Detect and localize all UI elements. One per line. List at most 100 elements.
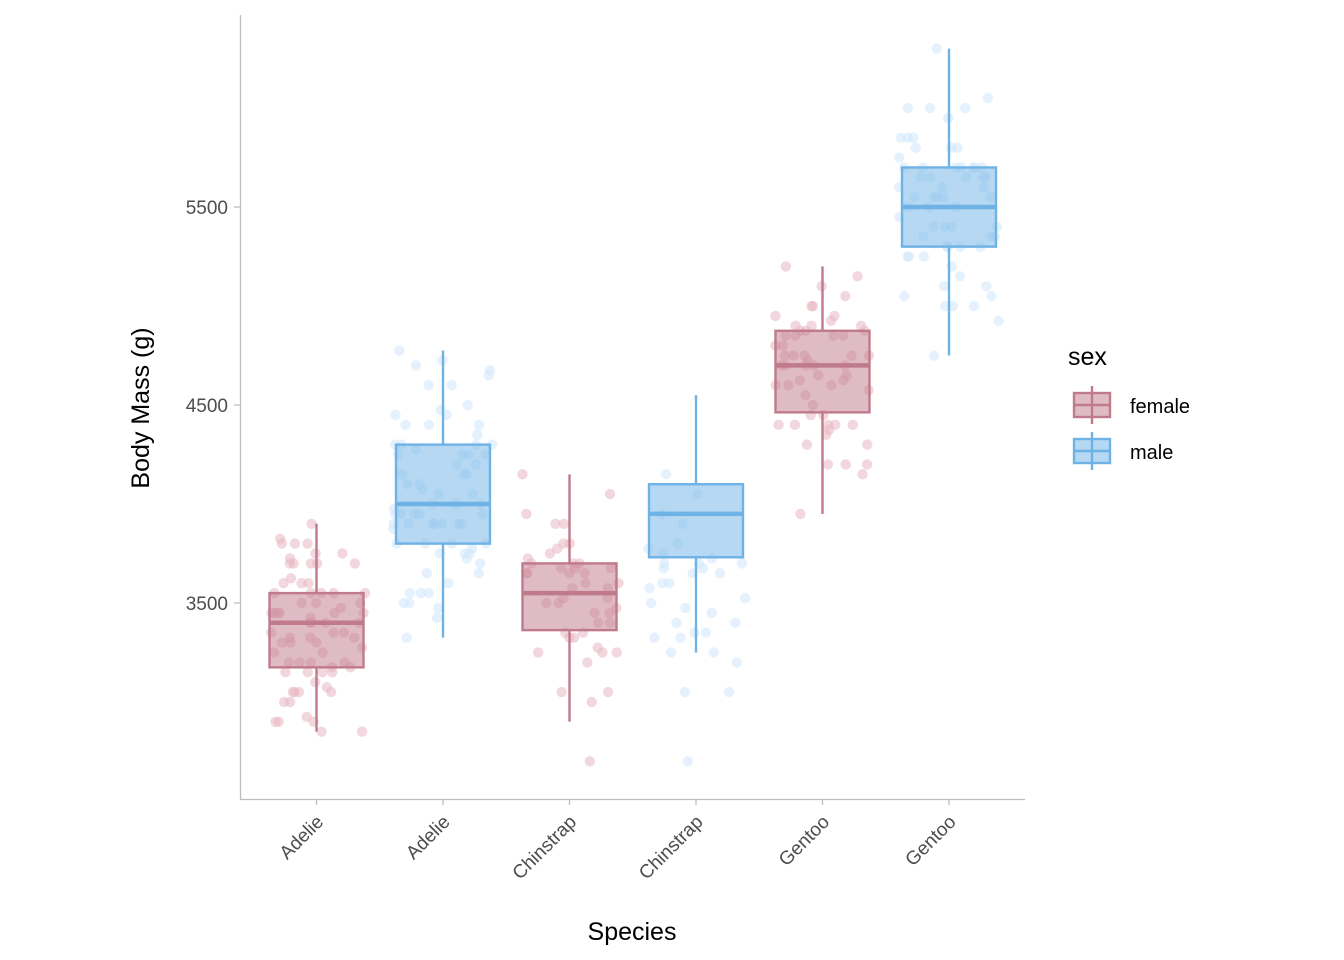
data-point — [899, 290, 910, 302]
data-point — [924, 102, 936, 114]
data-point — [665, 647, 677, 658]
data-point — [356, 726, 368, 737]
data-point — [986, 290, 997, 302]
data-point — [824, 424, 835, 435]
data-point — [274, 533, 286, 544]
data-point — [658, 563, 670, 574]
data-point — [644, 582, 655, 594]
y-tick-label: 5500 — [186, 198, 228, 219]
data-point — [310, 676, 321, 688]
x-tick-label: Chinstrap — [509, 812, 581, 884]
box-chinstrap-male — [647, 395, 745, 653]
data-point — [462, 399, 473, 411]
data-point — [582, 657, 593, 668]
data-point — [981, 281, 992, 292]
data-point — [337, 548, 348, 559]
data-point — [682, 756, 693, 767]
data-point — [801, 439, 813, 450]
data-point — [296, 578, 307, 589]
data-point — [852, 271, 863, 282]
data-point — [928, 350, 940, 361]
box-chinstrap-female — [521, 474, 618, 722]
data-point — [423, 419, 435, 431]
data-point — [902, 102, 914, 114]
data-point — [289, 538, 301, 549]
data-point — [592, 642, 603, 653]
data-point — [302, 667, 313, 678]
data-point — [401, 632, 412, 643]
data-point — [861, 459, 873, 470]
box-iqr — [394, 443, 492, 545]
data-point — [349, 558, 361, 569]
data-point — [660, 469, 672, 480]
data-point — [894, 152, 905, 163]
data-point — [415, 587, 427, 599]
data-point — [706, 607, 717, 619]
data-point — [473, 419, 485, 431]
data-point — [475, 558, 486, 569]
x-tick-label: Gentoo — [775, 812, 834, 871]
data-point — [584, 756, 595, 767]
data-point — [280, 667, 291, 678]
data-point — [400, 419, 411, 431]
data-point — [611, 647, 622, 658]
data-point — [423, 587, 434, 599]
data-point — [443, 578, 454, 589]
data-point — [305, 558, 317, 569]
data-point — [586, 696, 597, 708]
data-point — [689, 627, 700, 638]
data-point — [952, 142, 963, 153]
y-tick-label: 4500 — [186, 396, 228, 417]
data-point — [789, 419, 801, 431]
data-point — [284, 696, 296, 708]
data-point — [657, 578, 668, 589]
data-point — [288, 558, 299, 569]
data-point — [301, 711, 312, 723]
data-point — [671, 617, 682, 628]
data-point — [736, 558, 748, 569]
data-point — [982, 92, 994, 104]
data-point — [550, 518, 561, 530]
data-point — [568, 632, 580, 643]
box-iqr — [774, 329, 871, 414]
data-point — [895, 132, 907, 143]
x-ticks: Adelie Adelie Chinstrap Chinstrap Gentoo Gent… — [276, 799, 961, 884]
data-point — [316, 726, 327, 737]
data-point — [700, 627, 712, 638]
y-axis-title: Body Mass (g) — [127, 327, 155, 488]
x-tick-label: Adelie — [402, 812, 454, 864]
data-point — [840, 459, 851, 470]
legend-label-female: female — [1130, 396, 1190, 418]
data-point — [398, 597, 410, 609]
data-point — [532, 647, 544, 658]
data-point — [435, 404, 447, 416]
data-point — [730, 617, 741, 628]
data-point — [649, 632, 660, 643]
data-point — [708, 647, 719, 658]
data-point — [302, 538, 313, 549]
data-point — [918, 251, 929, 262]
data-point — [954, 271, 966, 282]
legend: sex female male — [1068, 343, 1190, 470]
data-point — [947, 300, 959, 312]
data-point — [675, 632, 686, 643]
data-point — [697, 563, 709, 574]
data-point — [473, 568, 485, 579]
data-point — [770, 310, 781, 322]
data-point — [483, 370, 494, 381]
data-point — [472, 429, 483, 440]
data-point — [910, 142, 921, 153]
y-ticks: 3500 4500 5500 — [186, 198, 240, 615]
data-point — [806, 300, 817, 312]
data-point — [556, 686, 567, 698]
data-point — [645, 597, 657, 609]
data-point — [780, 261, 792, 272]
x-tick-label: Chinstrap — [635, 812, 707, 884]
data-point — [404, 587, 416, 599]
data-point — [466, 543, 478, 554]
data-point — [903, 251, 915, 262]
box-gentoo-male — [900, 48, 998, 356]
data-point — [847, 419, 858, 431]
data-point — [825, 315, 837, 327]
data-point — [773, 419, 784, 431]
